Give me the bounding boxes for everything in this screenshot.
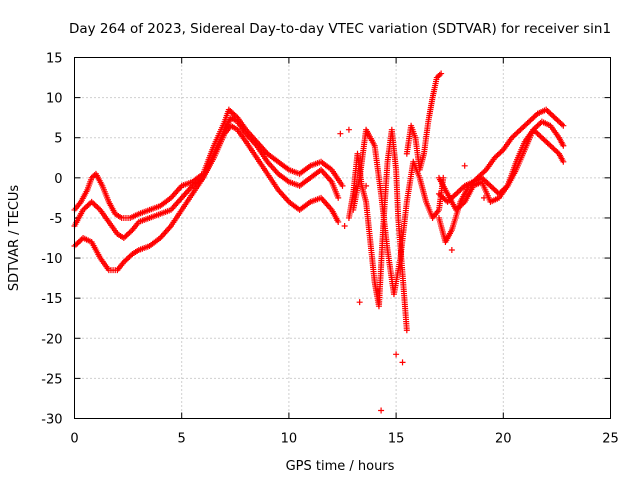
x-tick-label: 5 bbox=[178, 432, 186, 447]
data-point bbox=[560, 122, 567, 129]
x-axis-label: GPS time / hours bbox=[286, 459, 395, 474]
y-axis-label: SDTVAR / TECUs bbox=[7, 185, 22, 292]
series-track-c bbox=[71, 122, 342, 274]
y-tick-label: 0 bbox=[54, 172, 62, 187]
series-outliers bbox=[337, 126, 488, 414]
y-tick-label: -25 bbox=[41, 372, 62, 387]
data-point bbox=[461, 162, 468, 169]
series-track-d bbox=[345, 126, 410, 334]
data-point bbox=[393, 351, 400, 358]
data-point bbox=[335, 218, 342, 225]
y-tick-label: -5 bbox=[50, 212, 63, 227]
data-point bbox=[363, 182, 370, 189]
grid-layer bbox=[74, 57, 611, 419]
x-tick-label: 25 bbox=[602, 432, 619, 447]
series-track-a bbox=[71, 106, 346, 221]
series-track-i bbox=[435, 126, 567, 213]
tick-layer: 0 5 10 15 20 25 -30 -25 -20 -15 -10 -5 0 5 10 15 bbox=[41, 52, 619, 447]
y-tick-label: 15 bbox=[46, 52, 63, 67]
data-point bbox=[438, 70, 445, 77]
y-tick-label: 10 bbox=[46, 92, 63, 107]
x-tick-label: 20 bbox=[495, 432, 512, 447]
data-point bbox=[560, 158, 567, 165]
x-tick-label: 15 bbox=[388, 432, 405, 447]
y-tick-label: 5 bbox=[54, 132, 62, 147]
plot-frame bbox=[74, 57, 611, 419]
y-tick-label: -10 bbox=[41, 252, 62, 267]
data-point bbox=[337, 130, 344, 137]
data-point bbox=[345, 126, 352, 133]
series-track-b bbox=[71, 114, 342, 241]
series-track-e bbox=[350, 126, 447, 298]
data-point bbox=[378, 407, 385, 414]
point-layer bbox=[71, 70, 567, 414]
data-point bbox=[339, 182, 346, 189]
series-track-f bbox=[403, 70, 445, 173]
x-tick-label: 10 bbox=[281, 432, 298, 447]
series-track-g bbox=[435, 106, 567, 246]
y-tick-label: -15 bbox=[41, 292, 62, 307]
chart-title: Day 264 of 2023, Sidereal Day-to-day VTE… bbox=[69, 21, 611, 37]
data-point bbox=[560, 142, 567, 149]
x-tick-label: 0 bbox=[70, 432, 78, 447]
data-point bbox=[356, 299, 363, 306]
y-tick-label: -20 bbox=[41, 332, 62, 347]
data-point bbox=[335, 194, 342, 201]
data-point bbox=[399, 359, 406, 366]
data-point bbox=[403, 327, 410, 334]
data-point bbox=[448, 247, 455, 254]
data-point bbox=[481, 194, 488, 201]
data-point bbox=[341, 222, 348, 229]
y-tick-label: -30 bbox=[41, 413, 62, 428]
